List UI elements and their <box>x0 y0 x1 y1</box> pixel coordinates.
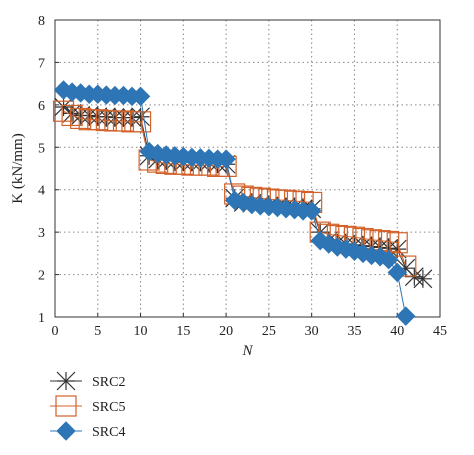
y-tick-label: 3 <box>38 226 45 241</box>
legend-marker <box>56 371 76 391</box>
legend: SRC2 SRC5 SRC4 <box>50 371 125 441</box>
legend-label: SRC5 <box>92 400 125 415</box>
x-tick-label: 5 <box>94 324 101 339</box>
data-point-src4 <box>387 262 407 283</box>
data-point-src5 <box>87 109 109 131</box>
y-tick-label: 5 <box>38 141 45 156</box>
legend-item-src5: SRC5 <box>50 395 125 417</box>
series-src4 <box>53 80 416 326</box>
y-tick-label: 7 <box>38 56 45 71</box>
legend-marker <box>56 421 76 441</box>
x-tick-label: 30 <box>305 324 319 339</box>
data-point-src5 <box>61 104 83 127</box>
y-axis-label: K (kN/mm) <box>10 133 26 203</box>
plot-frame <box>54 19 441 318</box>
y-tick-label: 2 <box>38 269 45 284</box>
series-layer <box>52 80 433 326</box>
x-tick-label: 40 <box>390 324 404 339</box>
x-tick-label: 10 <box>134 324 148 339</box>
data-point-src2 <box>413 269 433 289</box>
data-point-src5 <box>386 232 408 254</box>
legend-item-src2: SRC2 <box>50 371 125 391</box>
data-point-src4 <box>396 306 416 326</box>
grid-lines <box>55 20 440 317</box>
data-point-src5 <box>52 100 75 122</box>
y-tick-label: 8 <box>38 14 45 29</box>
data-point-src4 <box>216 149 236 169</box>
data-point-src5 <box>129 111 152 133</box>
x-tick-label: 15 <box>176 324 190 339</box>
x-tick-label: 25 <box>262 324 276 339</box>
legend-label: SRC4 <box>92 425 125 440</box>
x-tick-label: 0 <box>52 324 59 339</box>
y-tick-label: 6 <box>38 99 45 114</box>
y-tick-label: 4 <box>38 184 45 199</box>
legend-item-src4: SRC4 <box>50 421 125 441</box>
x-tick-label: 45 <box>433 324 447 339</box>
legend-label: SRC2 <box>92 375 125 390</box>
x-tick-label: 20 <box>219 324 233 339</box>
x-axis-label: N <box>241 343 253 359</box>
data-point-src4 <box>378 250 399 270</box>
data-point-src5 <box>112 110 135 132</box>
x-tick-label: 35 <box>347 324 361 339</box>
data-point-src4 <box>130 86 151 107</box>
data-point-src4 <box>301 201 322 221</box>
y-tick-label: 1 <box>38 311 45 326</box>
data-point-src5 <box>70 107 92 130</box>
legend-marker <box>55 395 77 417</box>
